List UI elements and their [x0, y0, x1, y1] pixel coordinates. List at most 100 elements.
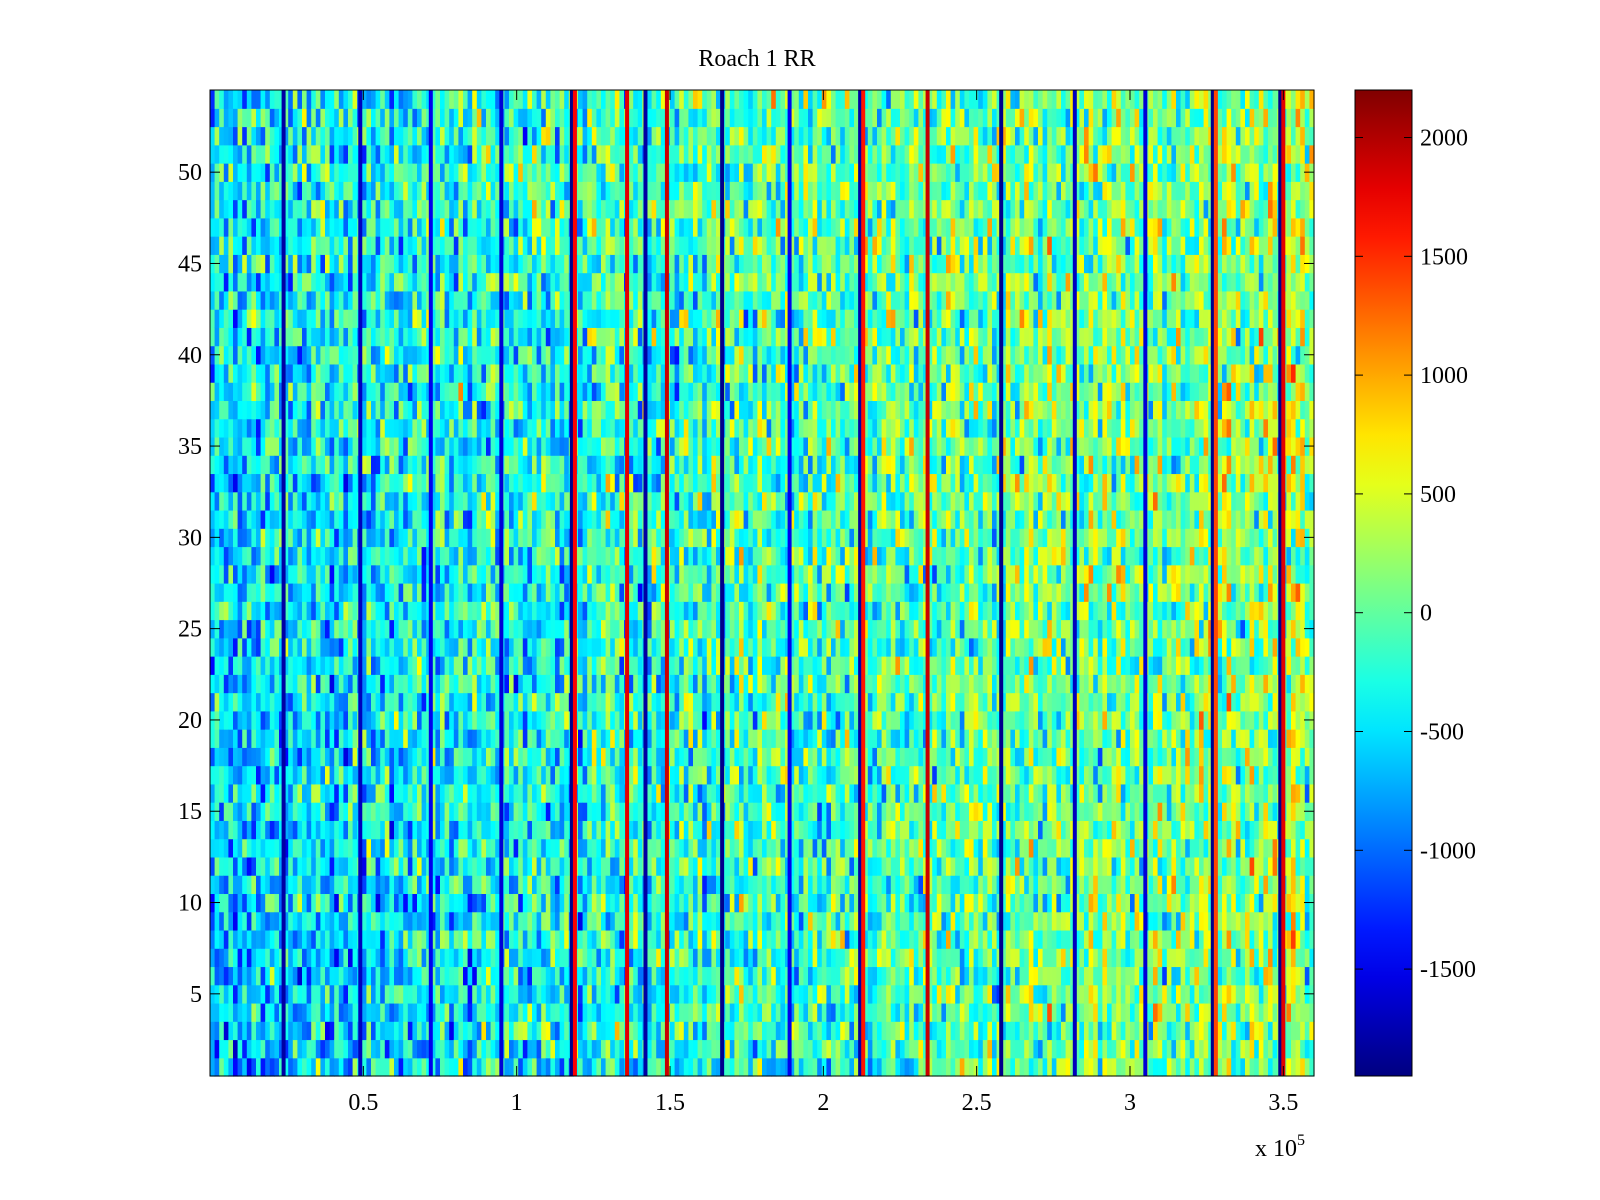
heatmap-cell: [385, 455, 390, 474]
heatmap-cell: [417, 820, 422, 839]
heatmap-cell: [320, 400, 325, 419]
heatmap-cell: [311, 218, 316, 237]
heatmap-cell: [399, 912, 404, 931]
heatmap-cell: [334, 693, 339, 712]
heatmap-cell: [261, 455, 266, 474]
heatmap-cell: [302, 254, 307, 273]
heatmap-cell: [596, 912, 601, 931]
heatmap-cell: [592, 693, 597, 712]
heatmap-cell: [343, 875, 348, 894]
heatmap-cell: [468, 620, 473, 639]
heatmap-cell: [445, 492, 450, 511]
heatmap-cell: [445, 346, 450, 365]
heatmap-cell: [601, 638, 606, 657]
heatmap-cell: [606, 546, 611, 565]
heatmap-cell: [422, 875, 427, 894]
heatmap-cell: [509, 108, 514, 127]
heatmap-cell: [316, 729, 321, 748]
heatmap-cell: [228, 638, 233, 657]
heatmap-cell: [247, 820, 252, 839]
heatmap-cell: [325, 875, 330, 894]
heatmap-cell: [224, 419, 229, 438]
heatmap-cell: [486, 711, 491, 730]
heatmap-cell: [440, 1039, 445, 1058]
heatmap-cell: [408, 620, 413, 639]
heatmap-cell: [417, 218, 422, 237]
heatmap-cell: [509, 181, 514, 200]
heatmap-cell: [491, 127, 496, 146]
heatmap-cell: [509, 364, 514, 383]
heatmap-cell: [435, 966, 440, 985]
heatmap-cell: [514, 218, 519, 237]
heatmap-cell: [399, 565, 404, 584]
heatmap-cell: [504, 948, 509, 967]
heatmap-cell: [550, 400, 555, 419]
heatmap-cell: [288, 181, 293, 200]
heatmap-cell: [527, 985, 532, 1004]
heatmap-cell: [509, 1021, 514, 1040]
heatmap-cell: [477, 546, 482, 565]
heatmap-cell: [311, 620, 316, 639]
heatmap-cell: [270, 729, 275, 748]
heatmap-cell: [403, 839, 408, 858]
heatmap-cell: [504, 766, 509, 785]
heatmap-cell: [440, 1003, 445, 1022]
heatmap-cell: [320, 656, 325, 675]
heatmap-cell: [403, 200, 408, 219]
heatmap-cell: [527, 620, 532, 639]
heatmap-cell: [256, 802, 261, 821]
heatmap-cell: [297, 1003, 302, 1022]
heatmap-cell: [532, 528, 537, 547]
heatmap-cell: [592, 875, 597, 894]
heatmap-cell: [334, 127, 339, 146]
heatmap-cell: [288, 419, 293, 438]
heatmap-cell: [587, 912, 592, 931]
heatmap-cell: [376, 108, 381, 127]
heatmap-cell: [504, 620, 509, 639]
heatmap-cell: [389, 711, 394, 730]
heatmap-cell: [247, 273, 252, 292]
heatmap-cell: [550, 327, 555, 346]
heatmap-cell: [527, 528, 532, 547]
heatmap-cell: [468, 200, 473, 219]
heatmap-cell: [583, 1039, 588, 1058]
heatmap-cell: [481, 236, 486, 255]
heatmap-cell: [233, 674, 238, 693]
heatmap-cell: [325, 674, 330, 693]
heatmap-cell: [247, 948, 252, 967]
heatmap-cell: [362, 546, 367, 565]
heatmap-cell: [256, 693, 261, 712]
heatmap-cell: [619, 693, 624, 712]
heatmap-cell: [366, 948, 371, 967]
heatmap-cell: [518, 473, 523, 492]
heatmap-cell: [454, 127, 459, 146]
heatmap-cell: [399, 145, 404, 164]
heatmap-cell: [371, 145, 376, 164]
heatmap-cell: [518, 601, 523, 620]
heatmap-cell: [587, 875, 592, 894]
heatmap-cell: [560, 236, 565, 255]
heatmap-cell: [288, 127, 293, 146]
heatmap-cell: [440, 510, 445, 529]
heatmap-cell: [380, 802, 385, 821]
heatmap-cell: [509, 766, 514, 785]
heatmap-cell: [606, 1058, 611, 1077]
heatmap-cell: [353, 711, 358, 730]
heatmap-cell: [592, 711, 597, 730]
heatmap-cell: [215, 108, 220, 127]
heatmap-cell: [592, 601, 597, 620]
heatmap-cell: [527, 254, 532, 273]
heatmap-cell: [491, 1058, 496, 1077]
heatmap-cell: [403, 1003, 408, 1022]
heatmap-cell: [472, 455, 477, 474]
heatmap-cell: [399, 200, 404, 219]
heatmap-cell: [610, 327, 615, 346]
heatmap-cell: [242, 327, 247, 346]
heatmap-cell: [302, 346, 307, 365]
heatmap-cell: [417, 693, 422, 712]
heatmap-cell: [412, 985, 417, 1004]
heatmap-cell: [509, 200, 514, 219]
heatmap-cell: [445, 419, 450, 438]
heatmap-cell: [592, 291, 597, 310]
heatmap-cell: [537, 802, 542, 821]
